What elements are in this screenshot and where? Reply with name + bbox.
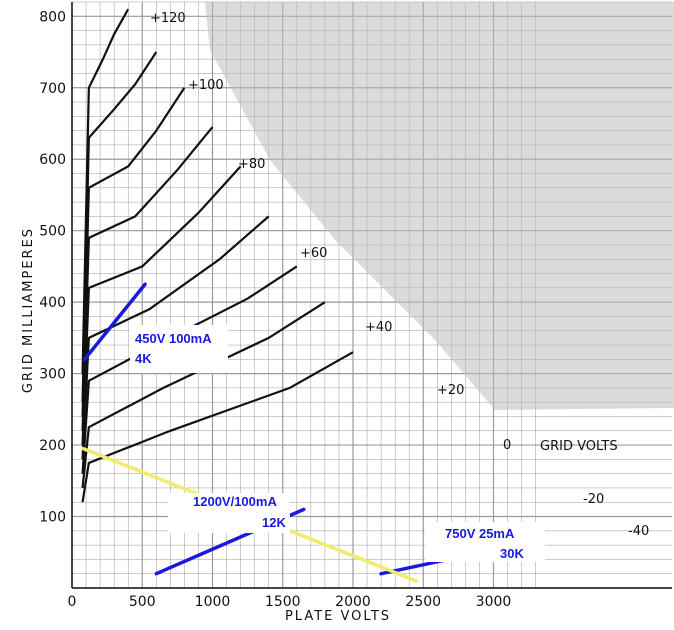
load-line-0 xyxy=(82,282,147,362)
curve-label-+120: +120 xyxy=(150,11,186,26)
curve-label-+20: +20 xyxy=(437,383,464,398)
annotation-line1: 750V 25mA xyxy=(445,526,515,541)
curve-label--20: -20 xyxy=(583,492,604,507)
y-tick-label: 700 xyxy=(39,81,66,97)
x-tick-label: 2000 xyxy=(335,594,371,610)
curve-label-+100: +100 xyxy=(188,78,224,93)
annotation-line2: 4K xyxy=(135,351,152,366)
curve-label-+40: +40 xyxy=(365,320,392,335)
curve-+60 xyxy=(81,126,214,431)
curve-label-+60: +60 xyxy=(300,246,327,261)
x-axis-ticks: 0 500 1000 1500 2000 2500 3000 xyxy=(68,594,512,610)
y-tick-label: 100 xyxy=(39,510,66,526)
y-tick-label: 800 xyxy=(39,9,66,25)
annotation-boxes: 450V 100mA 4K 1200V/100mA 12K 750V 25mA … xyxy=(130,325,545,562)
x-tick-label: 3000 xyxy=(476,594,512,610)
annotation-box-bg xyxy=(425,522,545,562)
x-tick-label: 1500 xyxy=(265,594,301,610)
y-tick-label: 500 xyxy=(39,224,66,240)
annotation-box-30k: 750V 25mA 30K xyxy=(425,522,545,562)
annotation-line2: 30K xyxy=(500,546,524,561)
max-dissipation-region xyxy=(205,2,674,410)
annotation-box-bg xyxy=(130,325,228,373)
annotation-box-12k: 1200V/100mA 12K xyxy=(168,493,290,533)
curve-+80 xyxy=(81,87,186,417)
y-tick-label: 200 xyxy=(39,438,66,454)
x-tick-label: 1000 xyxy=(195,594,231,610)
x-axis-title: PLATE VOLTS xyxy=(285,609,391,624)
y-tick-label: 400 xyxy=(39,295,66,311)
curve--40 xyxy=(81,351,354,503)
curve-label-+80: +80 xyxy=(238,157,265,172)
x-tick-label: 2500 xyxy=(405,594,441,610)
annotation-line1: 1200V/100mA xyxy=(193,494,277,509)
shaded-region xyxy=(205,2,674,410)
annotation-line2: 12K xyxy=(262,515,286,530)
annotation-line1: 450V 100mA xyxy=(135,331,212,346)
y-tick-label: 300 xyxy=(39,367,66,383)
y-axis-title: GRID MILLIAMPERES xyxy=(21,227,36,393)
x-tick-label: 0 xyxy=(68,594,77,610)
curve-label-0: 0 xyxy=(503,438,511,453)
curve-labels: +120 +100 +80 +60 +40 +20 0 -20 -40 xyxy=(150,11,649,539)
curve-label--40: -40 xyxy=(628,524,649,539)
grid-volts-label: GRID VOLTS xyxy=(540,439,618,454)
annotation-box-4k: 450V 100mA 4K xyxy=(130,325,228,373)
curve-+20 xyxy=(81,215,270,460)
y-tick-label: 600 xyxy=(39,152,66,168)
curve-+40 xyxy=(81,165,242,446)
y-axis-ticks: 100 200 300 400 500 600 700 800 xyxy=(39,9,66,525)
curve--20 xyxy=(81,301,326,489)
x-tick-label: 500 xyxy=(129,594,156,610)
annotation-box-bg xyxy=(168,493,290,533)
